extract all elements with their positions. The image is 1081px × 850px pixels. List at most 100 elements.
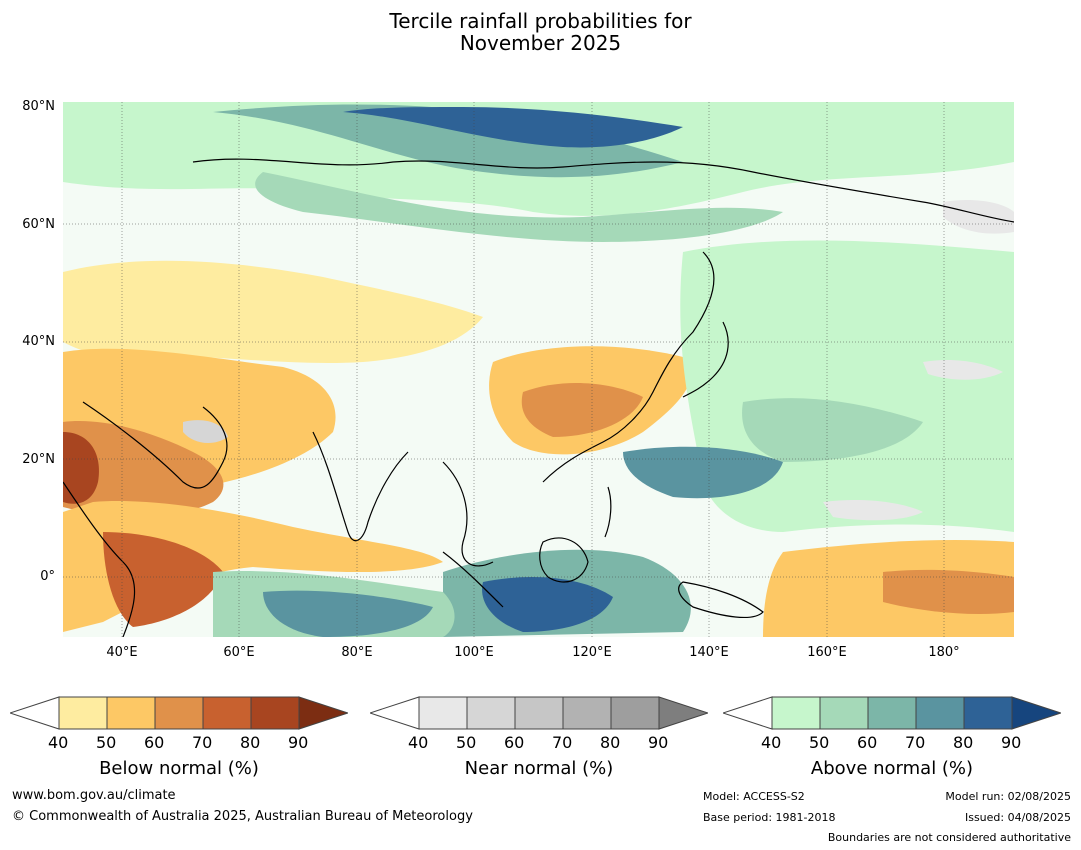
legend-below-tick-80: 80 (240, 733, 261, 752)
coastline-arabia (82, 401, 228, 489)
lon-label-180: 180° (928, 645, 960, 660)
legend-above-tick-40: 40 (761, 733, 782, 752)
title-line-2: November 2025 (459, 31, 622, 55)
region-siberia-green (255, 172, 783, 242)
colorbar-above-bin-80-90 (963, 696, 1013, 730)
region-north-above-strong (343, 107, 683, 148)
colorbar-above-bin-70-80 (915, 696, 965, 730)
footer-model-run: Model run: 02/08/2025 (945, 790, 1071, 803)
coastline-africa (63, 481, 136, 637)
colorbar-near-bin-70-80 (562, 696, 612, 730)
colorbar-above (721, 696, 1063, 730)
footer-base-period: Base period: 1981-2018 (703, 811, 836, 824)
legend-near-normal (368, 695, 710, 755)
lon-label-80e: 80°E (341, 645, 373, 660)
colorbar-near-bin-50-60 (466, 696, 516, 730)
legend-below-normal (8, 695, 350, 755)
legend-below-title: Below normal (%) (99, 758, 259, 779)
colorbar-above-max-arrow (1011, 696, 1063, 730)
coastline-india (312, 431, 409, 542)
colorbar-above-bin-40-50 (771, 696, 821, 730)
region-china-strong (521, 382, 643, 437)
lat-label-20n: 20°N (22, 452, 55, 467)
colorbar-below-bin-70-80 (202, 696, 252, 730)
colorbar-above-min-arrow (721, 696, 773, 730)
region-east-africa-below (63, 501, 443, 632)
colorbar-near (368, 696, 710, 730)
lon-label-120e: 120°E (572, 645, 612, 660)
colorbar-near-bin-60-70 (514, 696, 564, 730)
coastline-eurasia (192, 158, 1014, 223)
colorbar-near-bin-80-90 (610, 696, 660, 730)
colorbar-above-bin-50-60 (819, 696, 869, 730)
colorbar-below-min-arrow (8, 696, 60, 730)
footer-boundaries-note: Boundaries are not considered authoritat… (827, 831, 1071, 844)
title-line-1: Tercile rainfall probabilities for (389, 9, 692, 33)
legend-near-tick-50: 50 (456, 733, 477, 752)
legend-above-tick-90: 90 (1001, 733, 1022, 752)
colorbar-near-min-arrow (368, 696, 420, 730)
lon-label-100e: 100°E (454, 645, 494, 660)
legend-near-title: Near normal (%) (464, 758, 614, 779)
coastline-borneo (539, 537, 589, 583)
coastline-east-asia (542, 251, 715, 483)
colorbar-below-max-arrow (298, 696, 350, 730)
footer-issued: Issued: 04/08/2025 (964, 811, 1071, 824)
colorbar-below-bin-50-60 (106, 696, 156, 730)
legend-near-tick-60: 60 (504, 733, 525, 752)
gridlines (63, 102, 1014, 637)
lat-label-80n: 80°N (22, 99, 55, 114)
region-pacific-mid (742, 398, 923, 462)
colorbar-near-max-arrow (658, 696, 710, 730)
legend-above-normal (721, 695, 1063, 755)
lon-label-140e: 140°E (689, 645, 729, 660)
legend-below-tick-90: 90 (288, 733, 309, 752)
legend-near-tick-80: 80 (600, 733, 621, 752)
region-arabia-very-strong (63, 432, 99, 504)
colorbar-above-bin-60-70 (867, 696, 917, 730)
legend-below-tick-60: 60 (144, 733, 165, 752)
region-near-normal-3 (823, 500, 923, 521)
legend-above-tick-80: 80 (953, 733, 974, 752)
coastline-se-asia (442, 461, 494, 567)
legend-near-tick-70: 70 (552, 733, 573, 752)
lon-label-60e: 60°E (223, 645, 255, 660)
legend-below-tick-70: 70 (192, 733, 213, 752)
legend-below-tick-50: 50 (96, 733, 117, 752)
footer-model: Model: ACCESS-S2 (703, 790, 805, 803)
legend-below-tick-40: 40 (48, 733, 69, 752)
region-eq-pacific-strong (883, 569, 1014, 614)
region-maritime-strong (482, 577, 613, 632)
coastline-philippines (604, 486, 612, 538)
legend-above-tick-50: 50 (809, 733, 830, 752)
region-north-above-mid (213, 104, 683, 178)
map-canvas (63, 102, 1014, 637)
colorbar-below-bin-40-50 (58, 696, 108, 730)
map-title: Tercile rainfall probabilities for Novem… (0, 10, 1081, 54)
lat-label-0: 0° (40, 569, 55, 584)
lon-label-160e: 160°E (807, 645, 847, 660)
colorbar-near-bin-40-50 (418, 696, 468, 730)
legend-above-tick-60: 60 (857, 733, 878, 752)
lat-label-60n: 60°N (22, 217, 55, 232)
colorbar-below-bin-60-70 (154, 696, 204, 730)
region-near-normal-2 (183, 420, 228, 444)
coastline-japan (682, 321, 729, 398)
colorbar-below-bin-80-90 (250, 696, 300, 730)
legend-above-tick-70: 70 (905, 733, 926, 752)
footer-copyright: © Commonwealth of Australia 2025, Austra… (12, 809, 473, 824)
lat-label-40n: 40°N (22, 334, 55, 349)
coastline-sumatra (442, 551, 504, 608)
region-pacific-strong (623, 446, 783, 499)
colorbar-below (8, 696, 350, 730)
legend-near-tick-90: 90 (648, 733, 669, 752)
footer-website: www.bom.gov.au/climate (12, 788, 176, 803)
region-near-normal-4 (923, 360, 1003, 380)
region-central-asia-below (63, 260, 483, 364)
region-indian-ocean-mid (263, 590, 433, 637)
legend-above-title: Above normal (%) (810, 758, 974, 779)
lon-label-40e: 40°E (106, 645, 138, 660)
legend-near-tick-40: 40 (408, 733, 429, 752)
coastline-new-guinea (678, 581, 764, 618)
probability-map (63, 102, 1014, 637)
